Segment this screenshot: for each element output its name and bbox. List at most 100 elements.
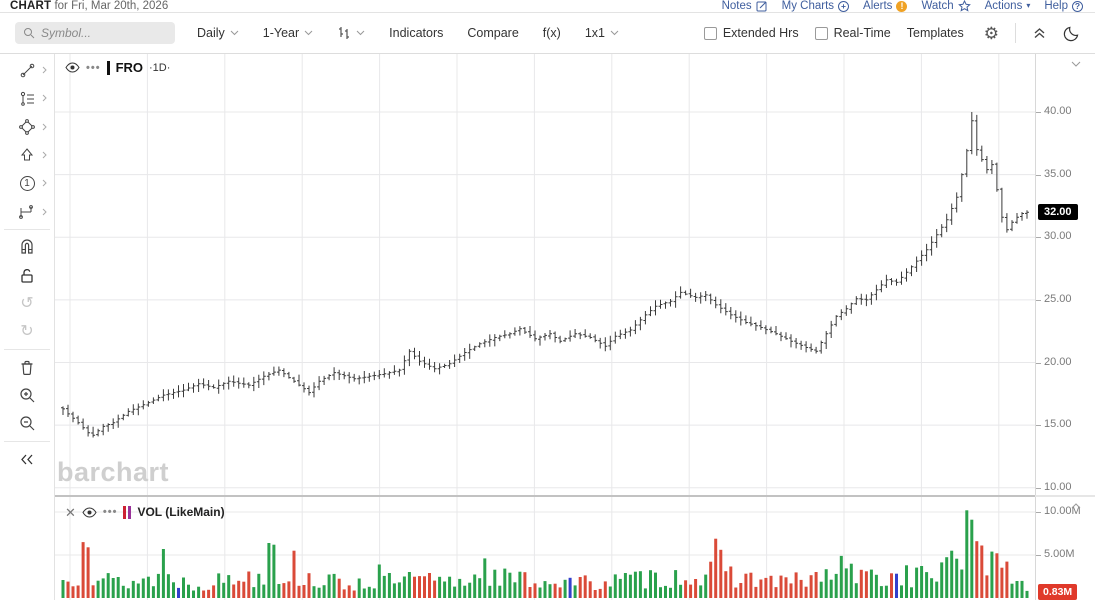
tool-trendline-button[interactable] bbox=[0, 56, 54, 84]
ohlc-bar-type-icon bbox=[337, 26, 351, 40]
symbol-search[interactable] bbox=[15, 22, 175, 44]
price-axis-label: 30.00 bbox=[1044, 230, 1072, 242]
extended-hrs-label: Extended Hrs bbox=[722, 26, 799, 40]
interval-label: ·1D· bbox=[149, 61, 171, 74]
templates-button[interactable]: Templates bbox=[907, 26, 964, 40]
chevron-down-icon bbox=[230, 30, 239, 36]
alerts-link[interactable]: Alerts ! bbox=[863, 0, 908, 12]
tool-fibonacci-button[interactable] bbox=[0, 84, 54, 112]
price-axis-label: 20.00 bbox=[1044, 356, 1072, 368]
price-pane-collapse-chevron[interactable] bbox=[1071, 61, 1081, 67]
axis-tick-mark bbox=[1036, 512, 1041, 513]
frequency-label: Daily bbox=[197, 26, 225, 40]
volume-study-label: VOL (LikeMain) bbox=[137, 505, 225, 519]
chevron-right-icon bbox=[42, 151, 47, 159]
frequency-dropdown[interactable]: Daily bbox=[197, 26, 239, 40]
price-axis[interactable]: 40.00 35.00 30.00 25.00 20.00 15.00 10.00 32.00 bbox=[1035, 54, 1095, 495]
price-axis-label: 10.00 bbox=[1044, 481, 1072, 493]
indicators-button[interactable]: Indicators bbox=[389, 26, 443, 40]
chart-type-dropdown[interactable] bbox=[337, 26, 365, 40]
redo-button[interactable]: ↻ bbox=[0, 318, 54, 346]
fibonacci-tools-icon bbox=[20, 91, 34, 106]
actions-label: Actions bbox=[984, 0, 1023, 12]
fx-button[interactable]: f(x) bbox=[543, 26, 561, 40]
chevron-right-icon bbox=[42, 179, 47, 187]
drawing-tools-sidebar: 1 ↺ ↻ bbox=[0, 54, 55, 600]
volume-style-bars-icon bbox=[123, 505, 132, 519]
grid-layout-dropdown[interactable]: 1x1 bbox=[585, 26, 619, 40]
alerts-label: Alerts bbox=[863, 0, 893, 12]
dark-mode-moon-icon[interactable] bbox=[1063, 24, 1081, 42]
axis-tick-mark bbox=[1036, 175, 1041, 176]
symbol-label: FRO bbox=[115, 60, 144, 75]
eye-icon[interactable] bbox=[82, 506, 97, 518]
magnet-icon bbox=[21, 239, 33, 255]
eye-icon[interactable] bbox=[65, 62, 80, 73]
range-label: 1-Year bbox=[262, 26, 300, 40]
toolbar-right: Extended Hrs Real-Time Templates ⚙ bbox=[703, 23, 1081, 43]
question-circle-icon: ? bbox=[1072, 0, 1083, 12]
tool-shapes-button[interactable] bbox=[0, 113, 54, 141]
alert-badge-icon: ! bbox=[896, 0, 908, 12]
notes-icon bbox=[756, 0, 768, 12]
compare-label: Compare bbox=[467, 26, 519, 40]
arrow-up-icon bbox=[20, 148, 34, 161]
notes-label: Notes bbox=[721, 0, 752, 12]
toolbar-divider bbox=[1015, 23, 1016, 43]
tool-annotation-arrow-button[interactable] bbox=[0, 141, 54, 169]
help-link[interactable]: Help ? bbox=[1044, 0, 1083, 12]
collapse-toolbar-icon[interactable] bbox=[1032, 26, 1047, 40]
header-links: Notes My Charts + Alerts ! Watch Actio bbox=[722, 0, 1083, 12]
last-price-badge: 32.00 bbox=[1038, 204, 1078, 220]
close-icon[interactable]: ✕ bbox=[65, 504, 76, 520]
collapse-sidebar-button[interactable] bbox=[0, 445, 54, 473]
axis-tick-mark bbox=[1036, 488, 1041, 489]
last-volume-badge: 0.83M bbox=[1038, 584, 1078, 600]
delete-drawings-button[interactable] bbox=[0, 353, 54, 381]
undo-icon: ↺ bbox=[20, 294, 34, 312]
real-time-toggle[interactable]: Real-Time bbox=[814, 26, 891, 40]
axis-tick-mark bbox=[1036, 425, 1041, 426]
settings-gear-icon[interactable]: ⚙ bbox=[983, 23, 999, 43]
lock-drawings-button[interactable] bbox=[0, 261, 54, 289]
study-menu-icon[interactable]: ••• bbox=[102, 506, 118, 518]
real-time-checkbox[interactable] bbox=[814, 26, 828, 40]
my-charts-link[interactable]: My Charts + bbox=[782, 0, 850, 12]
price-series-legend: ••• FRO ·1D· bbox=[65, 60, 170, 75]
compare-button[interactable]: Compare bbox=[467, 26, 518, 40]
page-title-group: CHART for Fri, Mar 20th, 2026 bbox=[10, 0, 168, 12]
magnet-mode-button[interactable] bbox=[0, 233, 54, 261]
volume-study-legend: ✕ ••• VOL (LikeMain) bbox=[65, 505, 225, 519]
range-dropdown[interactable]: 1-Year bbox=[263, 26, 313, 40]
price-chart-plot[interactable] bbox=[55, 54, 1035, 495]
volume-pane-collapse-chevron[interactable] bbox=[1071, 503, 1081, 509]
price-axis-label: 35.00 bbox=[1044, 168, 1072, 180]
symbol-search-input[interactable] bbox=[41, 26, 161, 40]
price-axis-label: 40.00 bbox=[1044, 105, 1072, 117]
tool-measure-button[interactable] bbox=[0, 197, 54, 225]
undo-button[interactable]: ↺ bbox=[0, 289, 54, 317]
notes-link[interactable]: Notes bbox=[722, 0, 768, 12]
watch-link[interactable]: Watch bbox=[921, 0, 971, 12]
tool-numbered-label-button[interactable]: 1 bbox=[0, 169, 54, 197]
double-chevron-left-icon bbox=[21, 454, 33, 464]
fx-label: f(x) bbox=[542, 26, 561, 40]
extended-hrs-toggle[interactable]: Extended Hrs bbox=[703, 26, 799, 40]
search-icon bbox=[23, 27, 35, 39]
axis-tick-mark bbox=[1036, 363, 1041, 364]
actions-menu[interactable]: Actions ▾ bbox=[985, 0, 1031, 12]
volume-chart-plot[interactable] bbox=[55, 497, 1035, 600]
plus-circle-icon: + bbox=[838, 0, 850, 12]
zoom-out-button[interactable] bbox=[0, 410, 54, 438]
extended-hrs-checkbox[interactable] bbox=[703, 26, 717, 40]
volume-axis[interactable]: 10.00M 5.00M 0.83M bbox=[1035, 497, 1095, 600]
zoom-in-button[interactable] bbox=[0, 381, 54, 409]
sidebar-divider bbox=[4, 348, 50, 350]
trash-icon bbox=[21, 360, 33, 375]
series-menu-icon[interactable]: ••• bbox=[86, 61, 101, 74]
price-axis-label: 25.00 bbox=[1044, 293, 1072, 305]
pane-divider[interactable] bbox=[55, 495, 1035, 497]
series-style-bar-icon bbox=[106, 60, 110, 75]
caret-down-icon: ▾ bbox=[1026, 1, 1031, 10]
